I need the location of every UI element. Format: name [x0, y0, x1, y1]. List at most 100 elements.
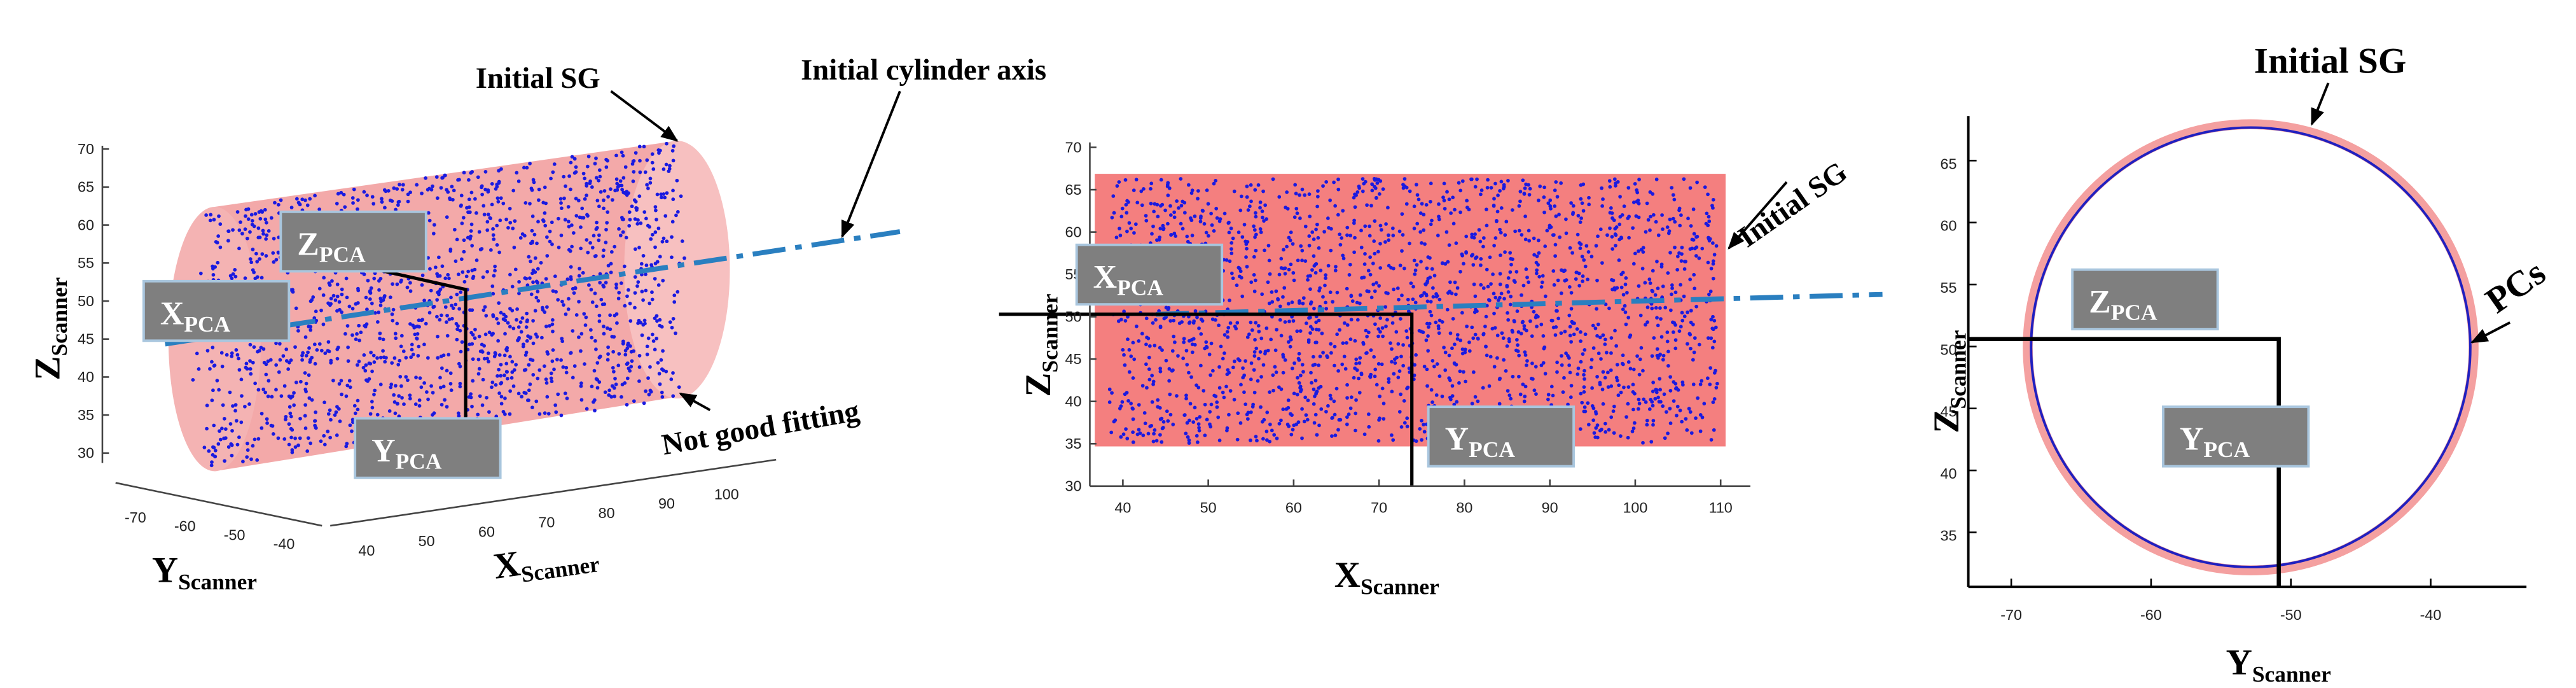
point — [1714, 386, 1719, 390]
point — [1497, 402, 1502, 406]
point — [1110, 391, 1114, 395]
point — [1638, 313, 1643, 318]
point — [383, 206, 387, 210]
point — [1415, 263, 1419, 267]
point — [589, 288, 593, 291]
point — [1656, 395, 1660, 400]
point — [1639, 346, 1644, 350]
point — [1665, 339, 1670, 344]
point — [492, 237, 496, 241]
point — [1241, 366, 1245, 370]
point — [1179, 177, 1183, 181]
point — [1467, 340, 1471, 344]
point — [427, 218, 432, 223]
point — [260, 276, 264, 280]
point — [1413, 300, 1418, 305]
point — [1189, 375, 1193, 379]
point — [289, 396, 293, 400]
point — [1429, 313, 1434, 318]
point — [1416, 197, 1421, 202]
point — [524, 276, 529, 281]
point — [1363, 179, 1368, 184]
point — [1173, 340, 1177, 344]
point — [486, 188, 490, 192]
point — [1405, 416, 1409, 421]
point — [248, 342, 253, 347]
point — [1376, 327, 1381, 331]
point — [599, 297, 604, 302]
point — [1479, 256, 1483, 261]
point — [569, 160, 573, 165]
point — [1672, 380, 1676, 384]
point — [660, 395, 665, 399]
point — [1661, 358, 1665, 362]
point — [1381, 187, 1385, 191]
point — [1112, 211, 1116, 215]
point — [474, 258, 479, 262]
point — [441, 384, 446, 389]
point — [1415, 193, 1420, 197]
point — [1137, 339, 1141, 343]
point — [1272, 433, 1277, 437]
point — [1225, 426, 1229, 430]
point — [1492, 311, 1496, 316]
point — [284, 359, 289, 363]
point — [1633, 251, 1637, 256]
point — [1288, 238, 1292, 242]
point — [1253, 337, 1257, 342]
point — [1245, 184, 1249, 188]
point — [350, 429, 354, 433]
point — [1402, 177, 1407, 181]
y-tick-label: 65 — [1940, 155, 1956, 172]
point — [1458, 338, 1463, 342]
point — [495, 223, 499, 228]
point — [1654, 178, 1659, 181]
point — [1583, 264, 1588, 269]
point — [535, 335, 539, 339]
point — [1130, 406, 1135, 411]
point — [1623, 304, 1627, 308]
point — [1119, 404, 1123, 408]
point — [434, 175, 439, 179]
x-tick-label: 60 — [1285, 499, 1302, 516]
point — [1390, 360, 1394, 364]
point — [1435, 362, 1439, 366]
point — [1345, 286, 1349, 291]
point — [654, 218, 658, 221]
point — [233, 409, 237, 413]
point — [1513, 229, 1517, 234]
point — [256, 235, 261, 240]
point — [1476, 399, 1480, 404]
point — [449, 295, 453, 300]
point — [251, 268, 255, 272]
point — [1534, 271, 1539, 276]
point — [461, 216, 466, 220]
point — [1307, 243, 1312, 248]
point — [408, 397, 412, 401]
point — [525, 311, 529, 316]
point — [1559, 291, 1563, 295]
point — [256, 226, 261, 230]
point — [287, 405, 292, 409]
point — [1692, 350, 1696, 355]
point — [1267, 258, 1271, 263]
point — [1549, 318, 1554, 323]
point — [424, 321, 428, 326]
point — [1375, 383, 1379, 387]
point — [1232, 189, 1236, 193]
point — [1373, 367, 1378, 372]
point — [378, 355, 383, 360]
point — [279, 394, 284, 398]
point — [244, 362, 249, 366]
point — [1651, 404, 1655, 408]
point — [230, 351, 234, 355]
point — [1493, 295, 1498, 300]
point — [290, 450, 294, 454]
point — [1609, 415, 1614, 419]
point — [1348, 337, 1353, 342]
point — [359, 330, 363, 335]
point — [1368, 272, 1373, 277]
point — [1595, 278, 1599, 283]
point — [1495, 219, 1499, 223]
point — [1518, 199, 1522, 204]
